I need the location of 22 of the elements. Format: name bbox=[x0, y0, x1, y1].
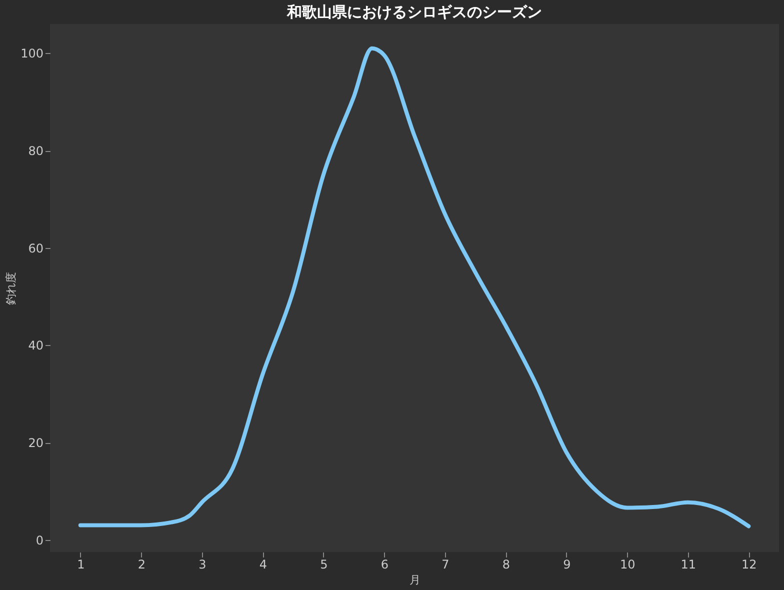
x-tick-label: 3 bbox=[198, 558, 206, 572]
x-tick-label: 7 bbox=[442, 558, 450, 572]
y-tick-label: 40 bbox=[28, 338, 44, 353]
x-axis-title: 月 bbox=[410, 574, 420, 586]
x-tick-label: 4 bbox=[259, 558, 267, 572]
x-tick-label: 9 bbox=[563, 558, 571, 572]
y-axis-title: 釣れ度 bbox=[4, 272, 18, 305]
x-tick-label: 10 bbox=[620, 558, 636, 572]
y-tick-label: 20 bbox=[28, 436, 44, 450]
y-tick-label: 0 bbox=[36, 533, 44, 548]
y-tick-label: 100 bbox=[20, 46, 44, 61]
line-series bbox=[78, 46, 751, 528]
y-tick-label: 60 bbox=[28, 241, 44, 256]
x-tick-label: 2 bbox=[138, 558, 146, 572]
x-tick-label: 12 bbox=[741, 558, 757, 572]
x-tick-label: 5 bbox=[320, 558, 328, 572]
x-tick-label: 6 bbox=[380, 558, 388, 572]
y-tick-label: 80 bbox=[28, 144, 44, 158]
x-tick-label: 8 bbox=[502, 558, 510, 572]
chart-title: 和歌山県におけるシロギスのシーズン bbox=[286, 3, 542, 21]
x-tick-label: 11 bbox=[680, 558, 696, 572]
x-tick-label: 1 bbox=[77, 558, 85, 572]
